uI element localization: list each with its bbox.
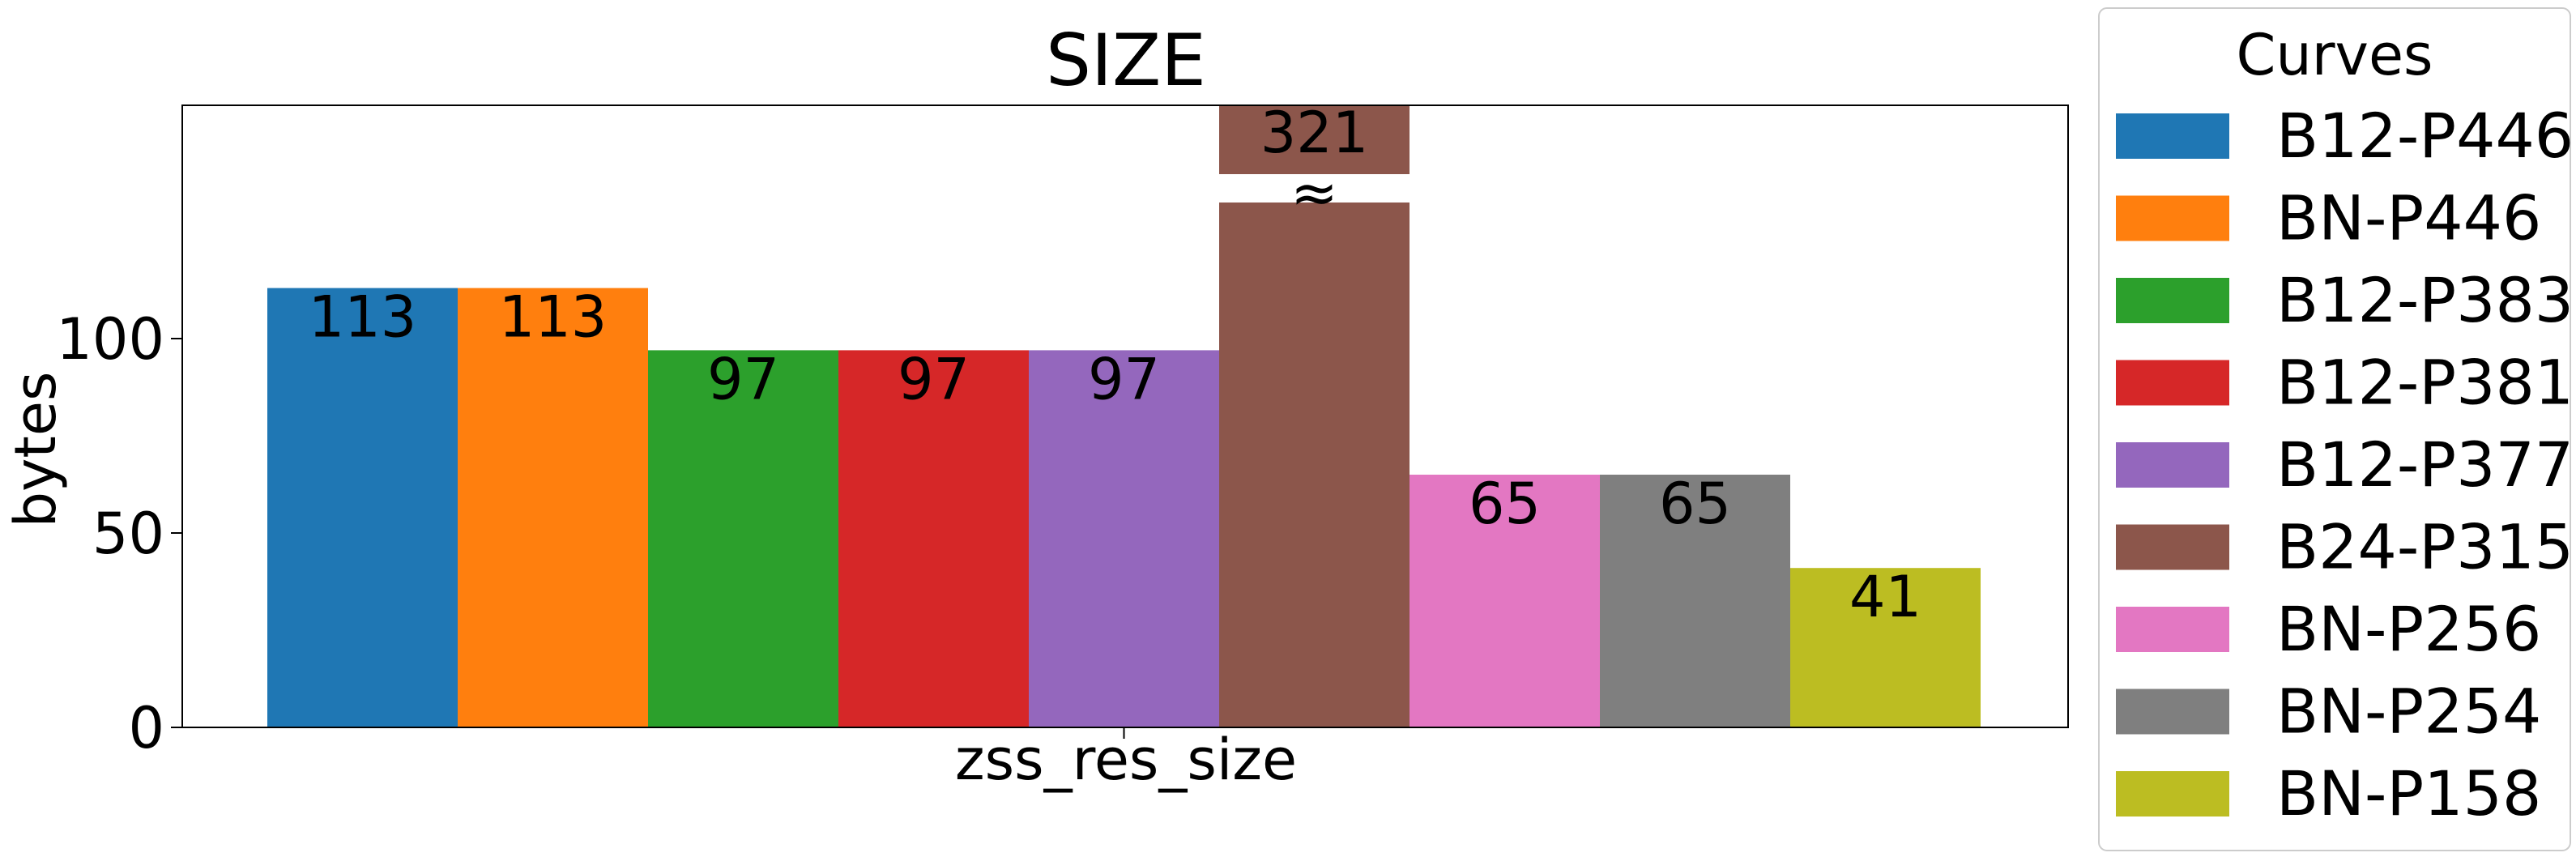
- data-label-b12-p381: 97: [898, 346, 970, 412]
- legend-swatch-bn-p256: [2116, 607, 2229, 652]
- legend-label-b12-p381: B12-P381: [2276, 347, 2574, 419]
- bar-bn-p254: [1600, 475, 1790, 727]
- y-tick-label-100: 100: [56, 306, 164, 373]
- data-label-bn-p256: 65: [1469, 471, 1541, 537]
- legend-swatch-bn-p446: [2116, 195, 2229, 241]
- legend-label-bn-p254: BN-P254: [2276, 676, 2541, 748]
- legend-label-bn-p158: BN-P158: [2276, 757, 2541, 829]
- bar-b24-p315-upper: [1219, 105, 1410, 174]
- legend-label-bn-p256: BN-P256: [2276, 593, 2541, 665]
- legend-swatch-b12-p383: [2116, 278, 2229, 323]
- y-tick-label-0: 0: [128, 695, 164, 761]
- data-label-b12-p446: 113: [309, 284, 417, 351]
- bar-b24-p315-lower: [1219, 203, 1410, 727]
- legend-swatch-b12-p446: [2116, 113, 2229, 159]
- plot-frame: [181, 104, 2069, 728]
- chart-title: SIZE: [1046, 19, 1206, 102]
- legend-label-b24-p315: B24-P315: [2276, 511, 2574, 583]
- bar-bn-p158: [1790, 568, 1981, 727]
- legend-label-b12-p446: B12-P446: [2276, 100, 2574, 172]
- legend-title: Curves: [2237, 22, 2433, 88]
- legend-swatch-bn-p158: [2116, 771, 2229, 816]
- legend-swatch-b12-p377: [2116, 442, 2229, 488]
- legend-swatch-b12-p381: [2116, 360, 2229, 406]
- legend-label-b12-p383: B12-P383: [2276, 264, 2574, 336]
- bar-bn-p446: [458, 288, 648, 728]
- bar-bn-p256: [1410, 475, 1600, 727]
- data-label-b12-p383: 97: [707, 346, 779, 412]
- data-label-bn-p254: 65: [1659, 471, 1731, 537]
- bar-b12-p446: [267, 288, 458, 728]
- legend-swatch-bn-p254: [2116, 689, 2229, 735]
- axis-break-marker: ≈: [1290, 160, 1338, 226]
- bar-b12-p383: [648, 350, 838, 727]
- y-axis-label: bytes: [2, 372, 69, 528]
- data-label-b24-p315: 321: [1260, 100, 1369, 166]
- data-label-bn-p446: 113: [499, 284, 608, 351]
- plot-area: 113 113 97 97 97 ≈321 65 65 41 0 50 100: [56, 100, 2069, 761]
- legend-swatch-b24-p315: [2116, 524, 2229, 570]
- legend-label-b12-p377: B12-P377: [2276, 428, 2574, 501]
- legend-label-bn-p446: BN-P446: [2276, 182, 2541, 254]
- x-axis-label: zss_res_size: [955, 727, 1297, 793]
- legend: Curves B12-P446 BN-P446 B12-P383 B12-P381 B12…: [2098, 7, 2574, 851]
- bar-b12-p377: [1029, 350, 1219, 727]
- data-label-b12-p377: 97: [1088, 346, 1160, 412]
- y-tick-label-50: 50: [92, 501, 164, 567]
- bar-b12-p381: [838, 350, 1029, 727]
- data-label-bn-p158: 41: [1849, 564, 1921, 630]
